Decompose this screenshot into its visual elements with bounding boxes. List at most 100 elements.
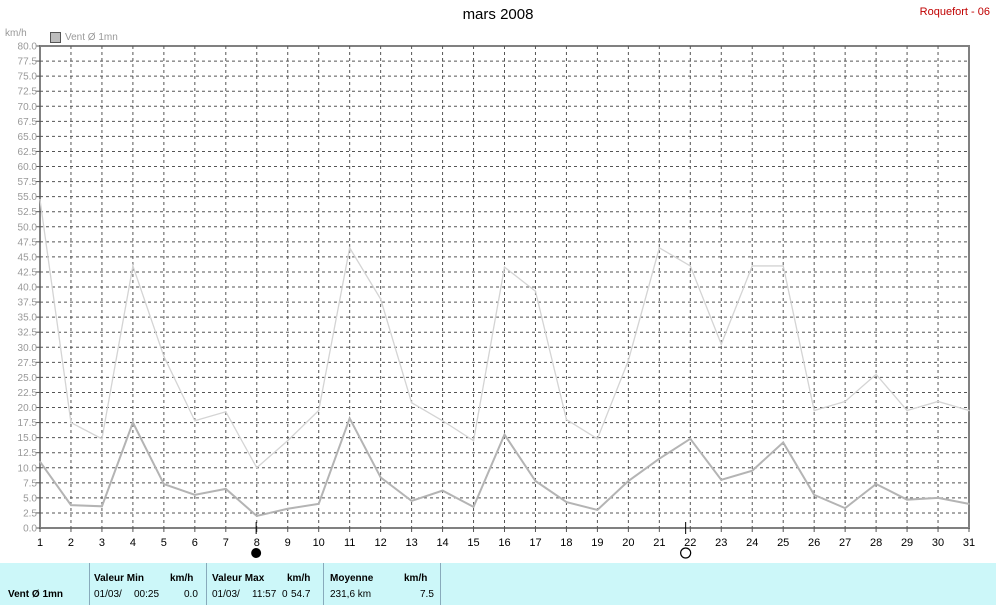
stats-max-time: 11:57 xyxy=(252,589,277,600)
series-point-gust xyxy=(101,438,103,440)
series-point-mean xyxy=(163,483,165,485)
series-point-gust xyxy=(875,373,877,376)
x-tick-label: 21 xyxy=(653,537,665,549)
stats-avg-header: Moyenne xyxy=(330,573,374,584)
series-point-gust xyxy=(441,419,444,422)
y-tick-label: 17.5 xyxy=(18,418,38,429)
x-tick-label: 8 xyxy=(254,537,260,549)
stats-divider xyxy=(440,563,441,605)
stats-max-date: 01/03/ xyxy=(212,589,240,600)
x-tick-label: 24 xyxy=(746,537,758,549)
y-tick-label: 67.5 xyxy=(18,117,38,128)
series-point-gust xyxy=(163,355,165,358)
stats-series-label: Vent Ø 1mn xyxy=(8,589,64,600)
stats-divider xyxy=(206,563,207,605)
series-point-mean xyxy=(875,483,877,485)
x-tick-label: 23 xyxy=(715,537,727,549)
series-point-mean xyxy=(627,480,630,482)
series-point-gust xyxy=(317,409,320,412)
y-tick-label: 35.0 xyxy=(18,313,38,324)
series-point-mean xyxy=(503,433,506,436)
series-point-gust xyxy=(348,247,351,249)
x-tick-label: 9 xyxy=(285,537,291,549)
y-tick-label: 62.5 xyxy=(18,147,38,158)
series-point-mean xyxy=(317,503,320,505)
series-point-gust xyxy=(534,290,537,293)
series-point-gust xyxy=(751,265,754,267)
y-tick-label: 60.0 xyxy=(18,162,38,173)
x-tick-label: 19 xyxy=(591,537,603,549)
x-tick-label: 7 xyxy=(223,537,229,549)
y-tick-label: 27.5 xyxy=(18,358,38,369)
x-tick-label: 20 xyxy=(622,537,634,549)
y-tick-label: 45.0 xyxy=(18,252,38,263)
series-point-mean xyxy=(720,479,723,481)
series-point-gust xyxy=(132,265,134,267)
y-tick-label: 5.0 xyxy=(23,493,37,504)
series-point-mean xyxy=(286,507,289,510)
x-tick-label: 6 xyxy=(192,537,198,549)
y-tick-label: 0.0 xyxy=(23,524,37,535)
stats-divider xyxy=(323,563,324,605)
x-tick-label: 1 xyxy=(37,537,43,549)
y-tick-label: 20.0 xyxy=(18,403,38,414)
series-point-gust xyxy=(472,439,475,442)
x-tick-label: 25 xyxy=(777,537,789,549)
series-point-mean xyxy=(70,504,72,506)
series-point-mean xyxy=(410,500,413,502)
series-point-gust xyxy=(565,418,568,421)
y-tick-label: 37.5 xyxy=(18,298,38,309)
x-tick-label: 3 xyxy=(99,537,105,549)
stats-max-extra: 0 xyxy=(282,589,288,600)
series-point-gust xyxy=(194,419,196,422)
y-tick-label: 65.0 xyxy=(18,132,38,143)
stats-footer: Vent Ø 1mn Valeur Min km/h 01/03/ 00:25 … xyxy=(0,563,996,605)
y-tick-label: 70.0 xyxy=(18,102,38,113)
y-tick-label: 80.0 xyxy=(18,42,38,53)
series-point-mean xyxy=(906,498,908,501)
series-point-mean xyxy=(255,515,258,517)
stats-avg-cell: Moyenne km/h 231,6 km 7.5 xyxy=(324,563,440,605)
series-point-mean xyxy=(596,509,599,511)
stats-divider xyxy=(89,563,90,605)
new-moon-icon xyxy=(251,548,262,558)
series-point-gust xyxy=(70,421,72,424)
series-point-gust xyxy=(937,400,939,403)
y-tick-label: 42.5 xyxy=(18,267,38,278)
y-tick-label: 52.5 xyxy=(18,207,38,218)
series-point-mean xyxy=(813,494,815,496)
series-point-gust xyxy=(379,298,382,300)
x-tick-label: 31 xyxy=(963,537,975,549)
stats-series-cell: Vent Ø 1mn xyxy=(0,563,89,605)
y-tick-label: 12.5 xyxy=(18,448,38,459)
stats-min-cell: Valeur Min km/h 01/03/ 00:25 0.0 xyxy=(90,563,206,605)
x-tick-label: 13 xyxy=(405,537,417,549)
station-name: Roquefort - 06 xyxy=(919,6,990,18)
legend: Vent Ø 1mn xyxy=(50,32,118,43)
stats-min-date: 01/03/ xyxy=(94,589,122,600)
stats-min-header: Valeur Min xyxy=(94,573,145,584)
x-tick-label: 4 xyxy=(130,537,136,549)
y-tick-label: 22.5 xyxy=(18,388,38,399)
series-point-gust xyxy=(782,265,784,267)
x-tick-label: 27 xyxy=(839,537,851,549)
y-axis-unit: km/h xyxy=(5,28,27,39)
x-tick-label: 5 xyxy=(161,537,167,549)
x-tick-label: 14 xyxy=(436,537,448,549)
series-point-mean xyxy=(441,489,444,492)
x-tick-label: 18 xyxy=(560,537,572,549)
full-moon-icon xyxy=(680,547,692,559)
y-tick-label: 77.5 xyxy=(18,57,38,68)
series-point-gust xyxy=(225,410,227,413)
series-point-gust xyxy=(596,438,599,440)
legend-label: Vent Ø 1mn xyxy=(65,32,118,43)
x-tick-label: 2 xyxy=(68,537,74,549)
series-point-gust xyxy=(658,247,661,249)
series-point-mean xyxy=(379,476,382,479)
y-tick-label: 75.0 xyxy=(18,72,38,83)
x-tick-label: 30 xyxy=(932,537,944,549)
stats-max-cell: Valeur Max km/h 01/03/ 11:57 0 54.7 xyxy=(207,563,323,605)
series-point-mean xyxy=(968,503,970,505)
series-point-mean xyxy=(782,441,784,444)
legend-swatch xyxy=(50,32,61,43)
